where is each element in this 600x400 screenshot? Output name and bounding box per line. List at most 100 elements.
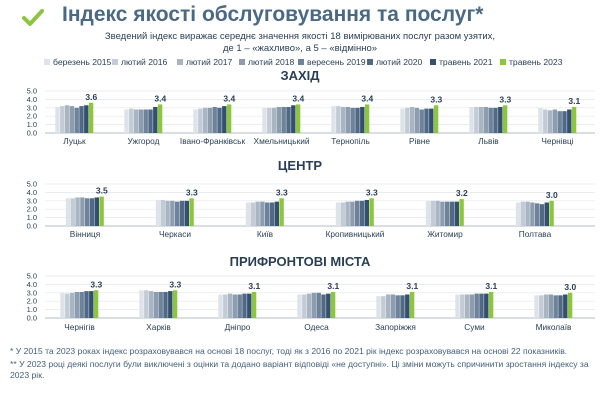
data-label: 3.1 xyxy=(485,281,497,291)
bar xyxy=(445,201,450,226)
bar xyxy=(381,296,386,318)
category-label: Одеса xyxy=(304,322,329,332)
bar xyxy=(469,106,474,133)
y-tick-label: 1.0 xyxy=(27,213,37,222)
data-label: 3.3 xyxy=(430,94,442,104)
category-label: Кропивницький xyxy=(326,229,385,239)
legend-item: вересень 2019 xyxy=(298,57,366,67)
bar xyxy=(538,107,543,133)
bar xyxy=(459,199,464,226)
bar xyxy=(60,106,65,133)
bar xyxy=(400,108,405,133)
bar xyxy=(539,204,545,226)
y-tick-label: 4.0 xyxy=(27,280,37,289)
y-tick-label: 1.0 xyxy=(27,305,37,314)
bar xyxy=(553,295,558,318)
bar xyxy=(405,294,410,318)
bar xyxy=(548,294,554,318)
bar xyxy=(85,198,90,226)
bar xyxy=(488,107,493,133)
bar xyxy=(138,109,144,133)
bar xyxy=(355,107,360,133)
bar xyxy=(286,106,291,133)
bar xyxy=(558,295,563,318)
bar xyxy=(75,197,80,226)
bar xyxy=(279,198,284,226)
bar xyxy=(340,106,346,133)
bar xyxy=(345,106,351,133)
bar xyxy=(571,106,577,133)
data-label: 3.1 xyxy=(568,96,580,106)
legend-swatch xyxy=(500,59,506,65)
legend-swatch xyxy=(367,59,373,65)
chart-title: ЦЕНТР xyxy=(278,158,322,173)
bar xyxy=(306,293,312,318)
bar xyxy=(376,296,381,318)
category-label: Миколаїв xyxy=(536,322,572,332)
bar xyxy=(79,291,84,318)
legend-label: лютий 2017 xyxy=(186,57,233,67)
charts: ЗАХІД0.01.02.03.04.05.03.6Луцьк3.4Ужгоро… xyxy=(27,68,595,332)
legend-swatch xyxy=(430,59,436,65)
bar xyxy=(267,107,272,133)
category-label: Черкаси xyxy=(159,229,191,239)
category-label: Дніпро xyxy=(225,322,251,332)
legend-swatch xyxy=(177,59,183,65)
bar xyxy=(409,106,415,133)
bar xyxy=(455,294,460,318)
bar xyxy=(74,291,80,318)
bar xyxy=(552,109,558,133)
data-label: 3.4 xyxy=(154,93,166,103)
data-label: 3.3 xyxy=(276,187,288,197)
data-label: 3.3 xyxy=(499,94,511,104)
bar xyxy=(405,107,410,133)
bar xyxy=(291,105,296,133)
bar xyxy=(297,294,302,318)
bar xyxy=(148,291,154,318)
y-tick-label: 4.0 xyxy=(27,188,37,197)
bar xyxy=(534,295,539,318)
legend-label: вересень 2019 xyxy=(307,57,366,67)
y-tick-label: 2.0 xyxy=(27,112,37,121)
bar xyxy=(170,200,175,226)
bar xyxy=(335,202,341,226)
y-tick-label: 3.0 xyxy=(27,103,37,112)
y-tick-label: 4.0 xyxy=(27,95,37,104)
bar xyxy=(271,107,277,133)
legend-item: лютий 2018 xyxy=(239,57,294,67)
bar xyxy=(250,202,255,226)
bar xyxy=(369,198,374,226)
data-label: 3.0 xyxy=(564,282,576,292)
bar xyxy=(350,107,355,133)
legend-item: лютий 2017 xyxy=(177,57,232,67)
bar xyxy=(311,292,317,318)
category-label: Рівне xyxy=(409,136,430,146)
category-label: Полтава xyxy=(519,229,552,239)
category-label: Харків xyxy=(146,322,171,332)
subtitle-line-2: де 1 – «жахливо», а 5 – «відмінно» xyxy=(222,43,378,54)
bar xyxy=(79,106,84,133)
bar xyxy=(227,293,233,318)
data-label: 3.1 xyxy=(248,281,260,291)
bar xyxy=(364,199,369,226)
y-tick-label: 0.0 xyxy=(27,129,37,138)
bar xyxy=(502,105,508,133)
bar xyxy=(70,198,75,226)
bar xyxy=(440,201,445,226)
bar xyxy=(549,200,554,226)
subtitle-line-1: Зведений індекс виражає середнє значення… xyxy=(104,31,496,42)
y-tick-label: 1.0 xyxy=(27,120,37,129)
bar xyxy=(165,200,170,226)
bar xyxy=(425,200,431,226)
data-label: 3.4 xyxy=(292,93,304,103)
bar xyxy=(302,294,307,318)
bar xyxy=(364,104,370,133)
y-tick-label: 2.0 xyxy=(27,205,37,214)
bar xyxy=(478,106,484,133)
bar xyxy=(316,292,321,318)
bar xyxy=(567,292,573,318)
bar xyxy=(163,291,168,318)
legend-label: лютий 2020 xyxy=(376,57,423,67)
bar xyxy=(93,290,99,318)
footnote-2: ** У 2023 році деякі послуги були виключ… xyxy=(10,359,589,380)
